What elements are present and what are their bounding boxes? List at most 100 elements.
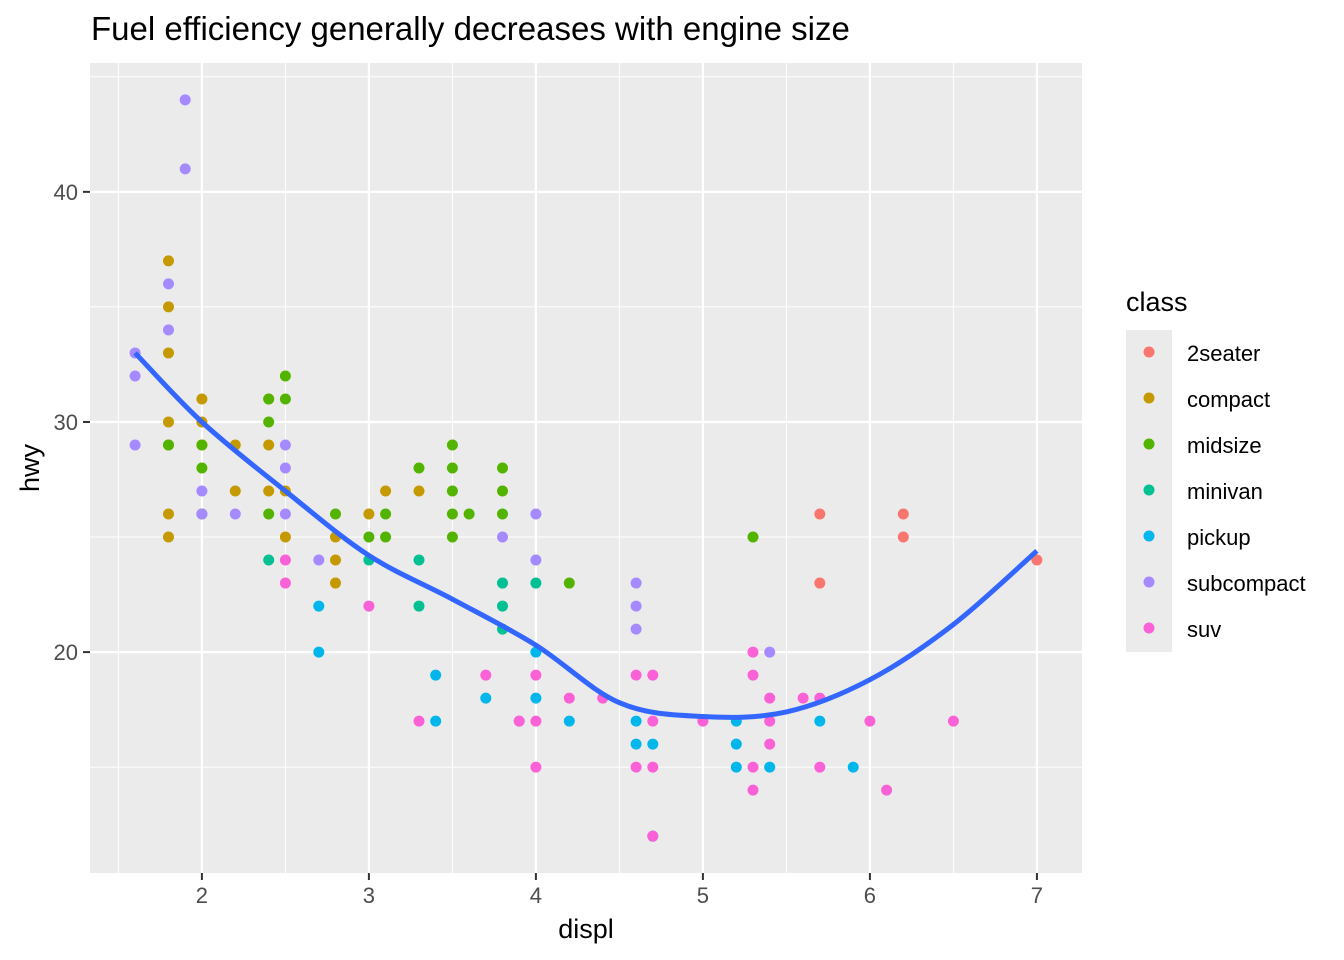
point-2seater	[897, 508, 909, 520]
legend-label: 2seater	[1187, 341, 1260, 366]
point-subcompact	[530, 554, 542, 566]
point-suv	[647, 669, 659, 681]
point-suv	[630, 761, 642, 773]
point-midsize	[263, 393, 275, 405]
smooth-trend-line	[133, 351, 1039, 720]
point-minivan	[263, 554, 275, 566]
point-pickup	[530, 692, 542, 704]
point-minivan	[413, 600, 425, 612]
point-compact	[329, 554, 341, 566]
point-suv	[513, 715, 525, 727]
point-suv	[279, 554, 291, 566]
point-midsize	[747, 531, 759, 543]
x-tick-label: 5	[697, 883, 709, 908]
point-pickup	[563, 715, 575, 727]
point-compact	[263, 439, 275, 451]
point-pickup	[430, 715, 442, 727]
point-compact	[380, 485, 392, 497]
point-subcompact	[229, 508, 241, 520]
point-midsize	[363, 531, 375, 543]
legend-label: minivan	[1187, 479, 1263, 504]
point-subcompact	[279, 439, 291, 451]
point-minivan	[530, 577, 542, 589]
point-subcompact	[179, 94, 191, 106]
y-tick-label: 20	[54, 640, 78, 665]
point-compact	[162, 508, 174, 520]
point-pickup	[630, 715, 642, 727]
point-suv	[480, 669, 492, 681]
point-compact	[329, 577, 341, 589]
point-compact	[413, 485, 425, 497]
point-pickup	[480, 692, 492, 704]
point-subcompact	[630, 577, 642, 589]
point-midsize	[279, 393, 291, 405]
point-midsize	[496, 508, 508, 520]
point-compact	[279, 531, 291, 543]
point-2seater	[897, 531, 909, 543]
point-subcompact	[196, 485, 208, 497]
point-pickup	[730, 738, 742, 750]
point-midsize	[413, 462, 425, 474]
point-suv	[530, 761, 542, 773]
point-midsize	[196, 439, 208, 451]
point-compact	[363, 508, 375, 520]
x-tick-label: 2	[196, 883, 208, 908]
point-midsize	[446, 485, 458, 497]
axes: 2 3 4 5 6 7 20 30 40	[54, 180, 1044, 908]
point-suv	[747, 646, 759, 658]
chart-title: Fuel efficiency generally decreases with…	[91, 10, 850, 47]
data-points	[129, 94, 1043, 842]
point-midsize	[496, 485, 508, 497]
point-minivan	[496, 577, 508, 589]
point-2seater	[814, 577, 826, 589]
point-suv	[630, 669, 642, 681]
point-pickup	[313, 600, 325, 612]
point-2seater	[1031, 554, 1043, 566]
point-pickup	[764, 761, 776, 773]
point-suv	[764, 715, 776, 727]
point-minivan	[496, 600, 508, 612]
x-tick-label: 6	[864, 883, 876, 908]
point-subcompact	[630, 600, 642, 612]
legend: class 2seater compact midsize minivan pickup…	[1126, 287, 1306, 652]
point-pickup	[847, 761, 859, 773]
point-suv	[747, 669, 759, 681]
point-suv	[647, 715, 659, 727]
point-subcompact	[196, 508, 208, 520]
point-pickup	[647, 738, 659, 750]
legend-key-suv	[1143, 622, 1155, 634]
legend-key-compact	[1143, 392, 1155, 404]
point-subcompact	[279, 462, 291, 474]
point-suv	[814, 761, 826, 773]
point-compact	[162, 255, 174, 267]
point-suv	[764, 692, 776, 704]
plot-panel	[90, 63, 1082, 873]
point-compact	[162, 416, 174, 428]
point-compact	[162, 531, 174, 543]
point-midsize	[446, 508, 458, 520]
point-midsize	[446, 439, 458, 451]
point-suv	[363, 600, 375, 612]
point-suv	[864, 715, 876, 727]
point-suv	[764, 738, 776, 750]
point-midsize	[380, 531, 392, 543]
point-suv	[279, 577, 291, 589]
y-tick-label: 30	[54, 410, 78, 435]
point-pickup	[814, 715, 826, 727]
point-suv	[647, 830, 659, 842]
point-subcompact	[129, 439, 141, 451]
point-compact	[263, 485, 275, 497]
legend-label: pickup	[1187, 525, 1251, 550]
legend-label: subcompact	[1187, 571, 1306, 596]
point-suv	[530, 669, 542, 681]
point-suv	[747, 761, 759, 773]
point-midsize	[446, 462, 458, 474]
point-suv	[647, 761, 659, 773]
x-tick-label: 4	[530, 883, 542, 908]
point-midsize	[196, 462, 208, 474]
legend-title: class	[1126, 287, 1188, 317]
point-midsize	[162, 439, 174, 451]
grid-lines	[90, 63, 1082, 873]
point-subcompact	[179, 163, 191, 175]
